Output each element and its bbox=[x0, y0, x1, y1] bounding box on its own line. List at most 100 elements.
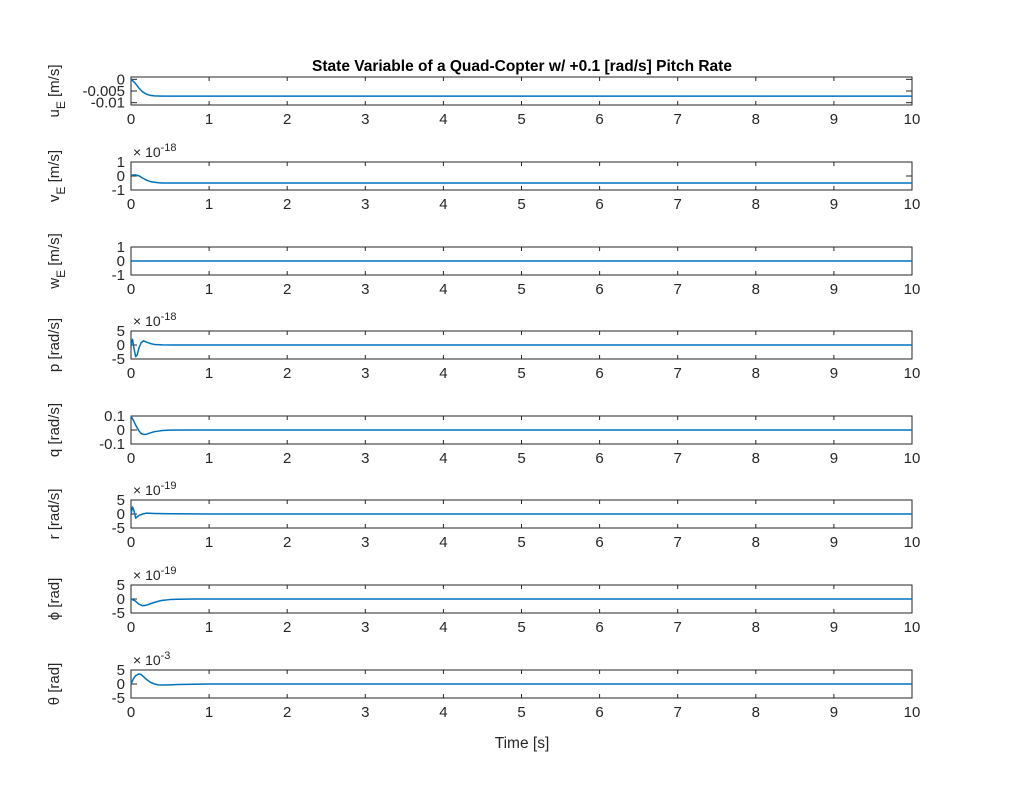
x-tick-label: 7 bbox=[674, 534, 682, 551]
y-tick-label: -0.01 bbox=[91, 95, 125, 112]
x-tick-label: 1 bbox=[205, 450, 213, 467]
x-tick-label: 5 bbox=[517, 111, 525, 128]
y-axis-label: uE [m/s] bbox=[46, 64, 68, 117]
y-tick-label: 1 bbox=[117, 154, 125, 171]
x-tick-label: 1 bbox=[205, 365, 213, 382]
x-tick-label: 9 bbox=[830, 196, 838, 213]
x-tick-label: 5 bbox=[517, 619, 525, 636]
series-line bbox=[130, 338, 912, 358]
y-tick-label: -1 bbox=[112, 182, 125, 199]
axes-box bbox=[130, 161, 913, 191]
x-tick-label: 5 bbox=[517, 534, 525, 551]
x-tick-label: 4 bbox=[439, 534, 447, 551]
x-tick-label: 0 bbox=[127, 450, 135, 467]
x-tick-label: 8 bbox=[752, 619, 760, 636]
y-tick-label: 5 bbox=[117, 323, 125, 340]
x-tick-label: 2 bbox=[283, 619, 291, 636]
x-tick-label: 2 bbox=[283, 704, 291, 721]
x-tick-label: 7 bbox=[674, 365, 682, 382]
x-tick-label: 6 bbox=[595, 619, 603, 636]
figure-title: State Variable of a Quad-Copter w/ +0.1 … bbox=[312, 58, 732, 75]
x-tick-label: 7 bbox=[674, 704, 682, 721]
x-tick-label: 0 bbox=[127, 281, 135, 298]
x-tick-label: 4 bbox=[439, 704, 447, 721]
y-axis-label: vE [m/s] bbox=[46, 150, 68, 202]
series-line bbox=[130, 78, 912, 97]
x-tick-label: 5 bbox=[517, 365, 525, 382]
x-tick-label: 5 bbox=[517, 450, 525, 467]
x-tick-label: 9 bbox=[830, 111, 838, 128]
y-tick-label: -5 bbox=[112, 520, 125, 537]
x-tick-label: 4 bbox=[439, 619, 447, 636]
y-tick-label: 0 bbox=[117, 422, 125, 439]
x-tick-label: 8 bbox=[752, 111, 760, 128]
x-tick-label: 0 bbox=[127, 365, 135, 382]
x-tick-label: 8 bbox=[752, 704, 760, 721]
x-tick-label: 3 bbox=[361, 196, 369, 213]
x-tick-label: 3 bbox=[361, 450, 369, 467]
x-tick-label: 7 bbox=[674, 196, 682, 213]
y-tick-label: 0 bbox=[117, 506, 125, 523]
x-tick-label: 4 bbox=[439, 365, 447, 382]
x-tick-label: 1 bbox=[205, 704, 213, 721]
x-tick-label: 4 bbox=[439, 111, 447, 128]
x-tick-label: 3 bbox=[361, 281, 369, 298]
x-tick-label: 7 bbox=[674, 281, 682, 298]
y-axis-label: r [rad/s] bbox=[46, 489, 63, 540]
y-axis-label: ϕ [rad] bbox=[46, 578, 63, 621]
x-tick-label: 9 bbox=[830, 450, 838, 467]
x-tick-label: 0 bbox=[127, 111, 135, 128]
x-tick-label: 6 bbox=[595, 196, 603, 213]
x-tick-label: 10 bbox=[904, 111, 921, 128]
y-axis-label: p [rad/s] bbox=[46, 318, 63, 372]
axis-exponent-label: × 10-18 bbox=[133, 311, 177, 329]
x-tick-label: 7 bbox=[674, 450, 682, 467]
x-tick-label: 10 bbox=[904, 365, 921, 382]
x-tick-label: 0 bbox=[127, 704, 135, 721]
x-tick-label: 10 bbox=[904, 534, 921, 551]
axis-exponent-label: × 10-19 bbox=[133, 565, 177, 583]
series-line bbox=[130, 506, 912, 519]
x-tick-label: 10 bbox=[904, 281, 921, 298]
series-line bbox=[130, 673, 912, 686]
axes-box bbox=[130, 76, 913, 106]
x-tick-label: 4 bbox=[439, 281, 447, 298]
x-tick-label: 0 bbox=[127, 534, 135, 551]
x-tick-label: 2 bbox=[283, 534, 291, 551]
x-tick-label: 1 bbox=[205, 196, 213, 213]
x-tick-label: 1 bbox=[205, 111, 213, 128]
y-axis-label: q [rad/s] bbox=[46, 403, 63, 457]
x-tick-label: 5 bbox=[517, 196, 525, 213]
x-tick-label: 8 bbox=[752, 196, 760, 213]
y-axis-label: θ [rad] bbox=[46, 663, 63, 706]
x-tick-label: 8 bbox=[752, 281, 760, 298]
series-line bbox=[130, 598, 912, 607]
y-tick-label: 0.1 bbox=[104, 408, 125, 425]
x-tick-label: 1 bbox=[205, 619, 213, 636]
axis-exponent-label: × 10-19 bbox=[133, 480, 177, 498]
series-line bbox=[130, 174, 912, 184]
x-tick-label: 6 bbox=[595, 281, 603, 298]
x-tick-label: 8 bbox=[752, 450, 760, 467]
y-tick-label: 0 bbox=[117, 337, 125, 354]
x-tick-label: 3 bbox=[361, 704, 369, 721]
x-tick-label: 9 bbox=[830, 534, 838, 551]
x-tick-label: 9 bbox=[830, 365, 838, 382]
x-tick-label: 7 bbox=[674, 619, 682, 636]
y-tick-label: -5 bbox=[112, 605, 125, 622]
axis-exponent-label: × 10-3 bbox=[133, 650, 170, 668]
y-tick-label: -0.005 bbox=[82, 83, 125, 100]
axis-exponent-label: × 10-18 bbox=[133, 142, 177, 160]
x-tick-label: 6 bbox=[595, 111, 603, 128]
x-tick-label: 3 bbox=[361, 534, 369, 551]
x-tick-label: 1 bbox=[205, 534, 213, 551]
x-tick-label: 0 bbox=[127, 619, 135, 636]
x-tick-label: 9 bbox=[830, 619, 838, 636]
